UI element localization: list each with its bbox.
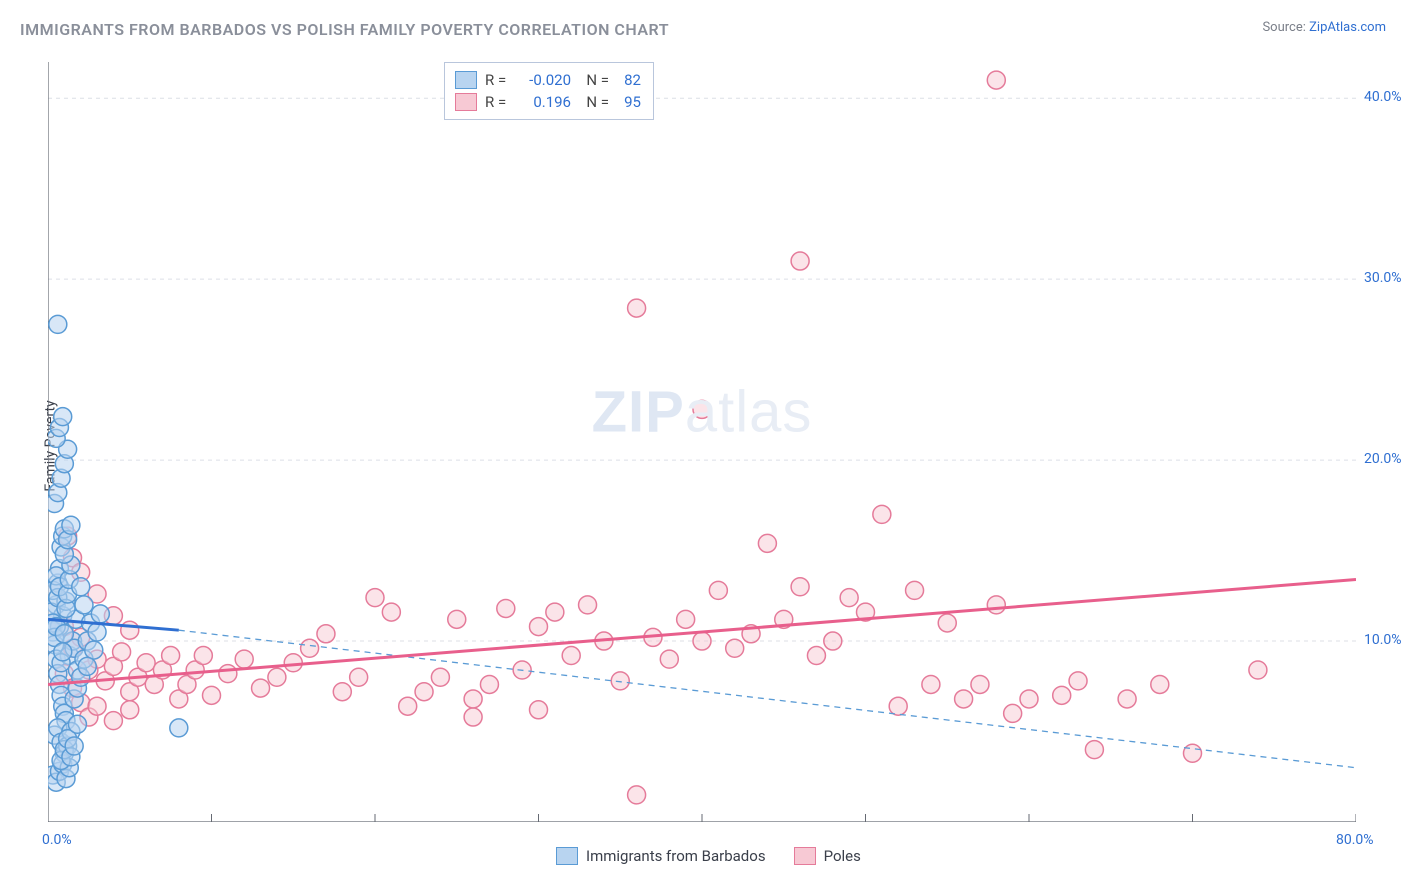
legend-row: R = 0.196 N = 95 <box>455 91 641 113</box>
x-origin-label: 0.0% <box>42 832 72 848</box>
legend-label: Immigrants from Barbados <box>586 847 766 865</box>
y-tick-label: 30.0% <box>1364 270 1402 286</box>
r-value: 0.196 <box>519 93 571 111</box>
plot-svg <box>48 62 1356 822</box>
y-tick-label: 40.0% <box>1364 89 1402 105</box>
legend-swatch <box>455 93 477 111</box>
correlation-legend: R = -0.020 N = 82 R = 0.196 N = 95 <box>444 62 654 120</box>
r-label: R = <box>485 71 511 89</box>
legend-swatch <box>794 847 816 865</box>
chart-title: IMMIGRANTS FROM BARBADOS VS POLISH FAMIL… <box>20 20 669 39</box>
y-tick-label: 10.0% <box>1364 632 1402 648</box>
legend-item: Poles <box>794 847 861 865</box>
source-attribution: Source: ZipAtlas.com <box>1262 20 1386 35</box>
n-value: 95 <box>617 93 641 111</box>
legend-item: Immigrants from Barbados <box>556 847 766 865</box>
x-end-label: 80.0% <box>1336 832 1374 848</box>
legend-swatch <box>455 71 477 89</box>
source-label: Source: <box>1262 20 1305 35</box>
legend-swatch <box>556 847 578 865</box>
y-tick-label: 20.0% <box>1364 451 1402 467</box>
source-value: ZipAtlas.com <box>1309 20 1386 35</box>
r-label: R = <box>485 93 511 111</box>
n-value: 82 <box>617 71 641 89</box>
legend-row: R = -0.020 N = 82 <box>455 69 641 91</box>
n-label: N = <box>579 71 609 89</box>
scatter-plot: ZIPatlas 10.0%20.0%30.0%40.0%0.0%80.0%R … <box>48 62 1356 822</box>
series-legend: Immigrants from Barbados Poles <box>556 847 861 865</box>
legend-label: Poles <box>824 847 861 865</box>
r-value: -0.020 <box>519 71 571 89</box>
n-label: N = <box>579 93 609 111</box>
